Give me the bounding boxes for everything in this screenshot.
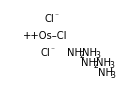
Text: ⁻: ⁻ xyxy=(55,12,59,21)
Text: ⁻: ⁻ xyxy=(51,46,55,55)
Text: Cl: Cl xyxy=(41,48,50,58)
Text: 3: 3 xyxy=(109,62,114,70)
Text: 3: 3 xyxy=(111,71,116,80)
Text: NH: NH xyxy=(82,48,97,58)
Text: 3: 3 xyxy=(95,51,100,60)
Text: NH: NH xyxy=(67,48,82,58)
Text: ++Os–Cl: ++Os–Cl xyxy=(23,31,67,41)
Text: NH: NH xyxy=(98,68,113,78)
Text: NH: NH xyxy=(96,58,111,68)
Text: 2: 2 xyxy=(94,62,99,70)
Text: Cl: Cl xyxy=(44,14,54,24)
Text: 2: 2 xyxy=(80,51,85,60)
Text: NH: NH xyxy=(81,58,96,68)
